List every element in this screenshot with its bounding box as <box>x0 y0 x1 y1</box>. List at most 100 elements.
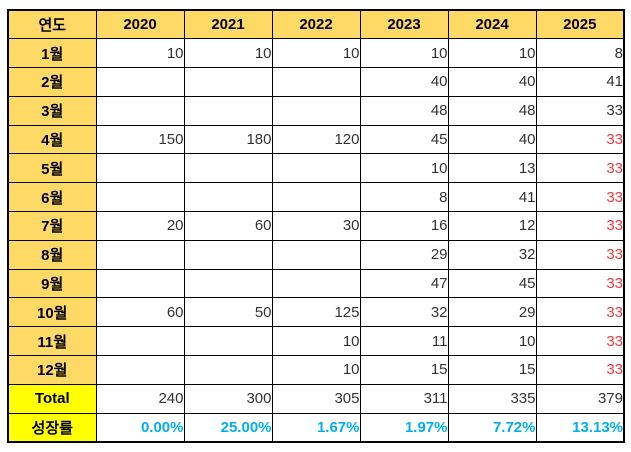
data-cell-2023-9월[interactable]: 47 <box>359 268 449 299</box>
data-cell-2024-7월[interactable]: 12 <box>447 211 537 241</box>
data-cell-2021-12월[interactable] <box>183 355 273 385</box>
year-header-2022[interactable]: 2022 <box>271 9 361 40</box>
data-cell-2022-5월[interactable] <box>271 153 361 184</box>
total-cell-2023[interactable]: 311 <box>359 383 449 414</box>
total-cell-2022[interactable]: 305 <box>271 383 361 414</box>
month-label[interactable]: 7월 <box>7 211 97 241</box>
data-cell-2025-3월[interactable]: 33 <box>535 95 625 126</box>
month-label[interactable]: 6월 <box>7 182 97 213</box>
month-label[interactable]: 12월 <box>7 355 97 385</box>
data-cell-2020-1월[interactable]: 10 <box>95 38 185 69</box>
data-cell-2022-6월[interactable] <box>271 182 361 213</box>
data-cell-2021-8월[interactable] <box>183 239 273 270</box>
data-cell-2023-1월[interactable]: 10 <box>359 38 449 69</box>
data-cell-2022-11월[interactable]: 10 <box>271 326 361 357</box>
month-label[interactable]: 8월 <box>7 239 97 270</box>
data-cell-2024-12월[interactable]: 15 <box>447 355 537 385</box>
data-cell-2021-1월[interactable]: 10 <box>183 38 273 69</box>
month-label[interactable]: 2월 <box>7 67 97 97</box>
month-label[interactable]: 10월 <box>7 297 97 328</box>
data-cell-2023-3월[interactable]: 48 <box>359 95 449 126</box>
total-label[interactable]: Total <box>7 383 97 414</box>
data-cell-2022-7월[interactable]: 30 <box>271 211 361 241</box>
growth-cell-2020[interactable]: 0.00% <box>95 412 185 443</box>
data-cell-2023-6월[interactable]: 8 <box>359 182 449 213</box>
data-cell-2024-10월[interactable]: 29 <box>447 297 537 328</box>
data-cell-2025-9월[interactable]: 33 <box>535 268 625 299</box>
data-cell-2025-12월[interactable]: 33 <box>535 355 625 385</box>
data-cell-2025-7월[interactable]: 33 <box>535 211 625 241</box>
data-cell-2024-8월[interactable]: 32 <box>447 239 537 270</box>
month-label[interactable]: 9월 <box>7 268 97 299</box>
data-cell-2020-6월[interactable] <box>95 182 185 213</box>
data-cell-2022-4월[interactable]: 120 <box>271 124 361 155</box>
total-cell-2025[interactable]: 379 <box>535 383 625 414</box>
growth-cell-2021[interactable]: 25.00% <box>183 412 273 443</box>
total-cell-2021[interactable]: 300 <box>183 383 273 414</box>
corner-header-year[interactable]: 연도 <box>7 9 97 40</box>
data-cell-2025-6월[interactable]: 33 <box>535 182 625 213</box>
data-cell-2025-4월[interactable]: 33 <box>535 124 625 155</box>
data-cell-2023-12월[interactable]: 15 <box>359 355 449 385</box>
growth-cell-2023[interactable]: 1.97% <box>359 412 449 443</box>
year-header-2025[interactable]: 2025 <box>535 9 625 40</box>
growth-label[interactable]: 성장률 <box>7 412 97 443</box>
data-cell-2023-8월[interactable]: 29 <box>359 239 449 270</box>
data-cell-2023-10월[interactable]: 32 <box>359 297 449 328</box>
data-cell-2023-5월[interactable]: 10 <box>359 153 449 184</box>
data-cell-2024-3월[interactable]: 48 <box>447 95 537 126</box>
data-cell-2021-5월[interactable] <box>183 153 273 184</box>
data-cell-2022-8월[interactable] <box>271 239 361 270</box>
month-label[interactable]: 4월 <box>7 124 97 155</box>
data-cell-2024-4월[interactable]: 40 <box>447 124 537 155</box>
data-cell-2021-3월[interactable] <box>183 95 273 126</box>
year-header-2024[interactable]: 2024 <box>447 9 537 40</box>
growth-cell-2024[interactable]: 7.72% <box>447 412 537 443</box>
month-label[interactable]: 3월 <box>7 95 97 126</box>
data-cell-2022-12월[interactable]: 10 <box>271 355 361 385</box>
data-cell-2025-11월[interactable]: 33 <box>535 326 625 357</box>
data-cell-2022-10월[interactable]: 125 <box>271 297 361 328</box>
data-cell-2023-11월[interactable]: 11 <box>359 326 449 357</box>
data-cell-2020-10월[interactable]: 60 <box>95 297 185 328</box>
data-cell-2020-3월[interactable] <box>95 95 185 126</box>
data-cell-2020-9월[interactable] <box>95 268 185 299</box>
data-cell-2021-11월[interactable] <box>183 326 273 357</box>
data-cell-2025-10월[interactable]: 33 <box>535 297 625 328</box>
month-label[interactable]: 1월 <box>7 38 97 69</box>
data-cell-2022-9월[interactable] <box>271 268 361 299</box>
data-cell-2024-2월[interactable]: 40 <box>447 67 537 97</box>
data-cell-2023-7월[interactable]: 16 <box>359 211 449 241</box>
month-label[interactable]: 5월 <box>7 153 97 184</box>
data-cell-2020-7월[interactable]: 20 <box>95 211 185 241</box>
growth-cell-2022[interactable]: 1.67% <box>271 412 361 443</box>
data-cell-2020-2월[interactable] <box>95 67 185 97</box>
data-cell-2025-2월[interactable]: 41 <box>535 67 625 97</box>
data-cell-2021-7월[interactable]: 60 <box>183 211 273 241</box>
year-header-2021[interactable]: 2021 <box>183 9 273 40</box>
data-cell-2025-8월[interactable]: 33 <box>535 239 625 270</box>
data-cell-2020-5월[interactable] <box>95 153 185 184</box>
data-cell-2025-1월[interactable]: 8 <box>535 38 625 69</box>
month-label[interactable]: 11월 <box>7 326 97 357</box>
data-cell-2022-1월[interactable]: 10 <box>271 38 361 69</box>
data-cell-2025-5월[interactable]: 33 <box>535 153 625 184</box>
data-cell-2023-4월[interactable]: 45 <box>359 124 449 155</box>
data-cell-2020-4월[interactable]: 150 <box>95 124 185 155</box>
data-cell-2024-1월[interactable]: 10 <box>447 38 537 69</box>
year-header-2023[interactable]: 2023 <box>359 9 449 40</box>
data-cell-2021-2월[interactable] <box>183 67 273 97</box>
data-cell-2024-11월[interactable]: 10 <box>447 326 537 357</box>
data-cell-2020-8월[interactable] <box>95 239 185 270</box>
data-cell-2020-11월[interactable] <box>95 326 185 357</box>
data-cell-2021-4월[interactable]: 180 <box>183 124 273 155</box>
data-cell-2022-2월[interactable] <box>271 67 361 97</box>
year-header-2020[interactable]: 2020 <box>95 9 185 40</box>
total-cell-2024[interactable]: 335 <box>447 383 537 414</box>
data-cell-2021-9월[interactable] <box>183 268 273 299</box>
data-cell-2024-5월[interactable]: 13 <box>447 153 537 184</box>
data-cell-2021-6월[interactable] <box>183 182 273 213</box>
data-cell-2021-10월[interactable]: 50 <box>183 297 273 328</box>
data-cell-2024-9월[interactable]: 45 <box>447 268 537 299</box>
growth-cell-2025[interactable]: 13.13% <box>535 412 625 443</box>
